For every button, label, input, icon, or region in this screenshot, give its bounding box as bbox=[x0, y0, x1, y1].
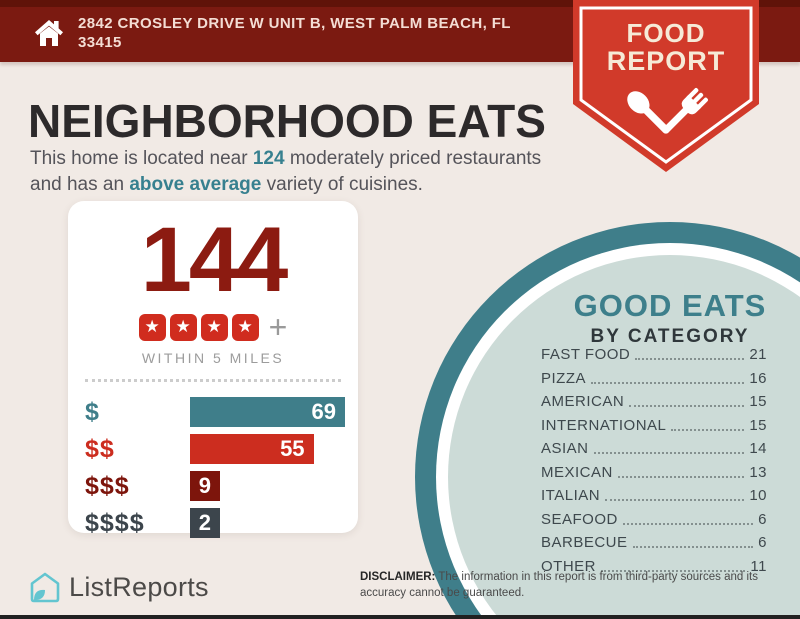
category-row-italian: ITALIAN 10 bbox=[541, 487, 767, 504]
page-title: NEIGHBORHOOD EATS bbox=[28, 95, 546, 147]
summary-part3: variety of cuisines. bbox=[261, 174, 423, 196]
disclaimer-body: The information in this report is from t… bbox=[360, 571, 758, 600]
bar-label: $ bbox=[85, 397, 100, 426]
category-value: 6 bbox=[758, 510, 767, 528]
category-label: FAST FOOD bbox=[541, 346, 631, 363]
category-value: 14 bbox=[749, 440, 767, 457]
restaurant-count-highlight: 124 bbox=[252, 148, 285, 169]
category-label: SEAFOOD bbox=[541, 510, 618, 528]
food-report-badge: FOOD REPORT bbox=[573, 0, 759, 179]
bar-label: $$ bbox=[85, 434, 115, 463]
bar-price4: 2 bbox=[190, 508, 220, 538]
listreports-house-icon bbox=[30, 572, 60, 603]
category-value: 11 bbox=[750, 557, 767, 575]
property-address: 2842 CROSLEY DRIVE W UNIT B, WEST PALM B… bbox=[78, 15, 511, 52]
category-label: BARBECUE bbox=[541, 534, 628, 551]
radius-caption: WITHIN 5 MILES bbox=[141, 350, 285, 366]
summary-part1: This home is located near bbox=[30, 148, 253, 169]
bar-label: $$$$ bbox=[85, 508, 145, 537]
variety-highlight: above average bbox=[129, 174, 262, 196]
star-icon: ★ bbox=[200, 313, 228, 341]
category-row-asian: ASIAN 14 bbox=[541, 440, 767, 457]
bar-price1: 69 bbox=[190, 397, 345, 427]
plus-sign: + bbox=[268, 309, 288, 345]
dotted-leader bbox=[593, 452, 745, 454]
summary-part2: moderately priced restaurants and has an bbox=[30, 148, 542, 196]
category-label: PIZZA bbox=[541, 369, 587, 387]
category-label: ITALIAN bbox=[541, 487, 601, 504]
dotted-leader bbox=[635, 358, 745, 360]
category-label: INTERNATIONAL bbox=[541, 416, 667, 434]
category-row-pizza: PIZZA 16 bbox=[541, 370, 767, 387]
summary-text: This home is located near 124 moderately… bbox=[30, 146, 578, 198]
star-icon: ★ bbox=[138, 313, 166, 341]
star-rating: ★ ★ ★ ★ + bbox=[68, 311, 358, 343]
dotted-leader bbox=[605, 499, 745, 501]
good-eats-heading: GOOD EATS BY CATEGORY bbox=[448, 288, 800, 348]
restaurant-stats-card: 144 ★ ★ ★ ★ + WITHIN 5 MILES $ 69 $$ 55 $$$… bbox=[68, 201, 358, 538]
category-label: OTHER bbox=[541, 557, 596, 575]
category-row-barbecue: BARBECUE 6 bbox=[541, 534, 767, 551]
badge-line1: FOOD bbox=[626, 18, 706, 48]
bar-price2: 55 bbox=[190, 434, 314, 464]
category-row-american: AMERICAN 15 bbox=[541, 393, 767, 410]
category-value: 6 bbox=[758, 534, 767, 551]
price-tier-bar-chart: $ 69 $$ 55 $$$ 9 $$$$ 2 bbox=[85, 397, 358, 538]
category-value: 21 bbox=[749, 346, 767, 363]
dotted-leader bbox=[671, 428, 745, 431]
category-row-other: OTHER 11 bbox=[541, 558, 767, 575]
bottom-edge-bar bbox=[0, 615, 800, 619]
category-value: 15 bbox=[749, 416, 767, 434]
category-row-international: INTERNATIONAL 15 bbox=[541, 417, 767, 434]
category-label: AMERICAN bbox=[541, 393, 625, 410]
badge-line2: REPORT bbox=[606, 46, 726, 76]
listreports-logo: ListReports bbox=[29, 571, 209, 604]
category-value: 16 bbox=[749, 369, 767, 387]
dotted-divider bbox=[85, 379, 341, 382]
good-eats-title: GOOD EATS bbox=[573, 288, 767, 323]
category-value: 13 bbox=[749, 463, 767, 481]
listreports-logo-text: ListReports bbox=[69, 572, 209, 602]
disclaimer-label: DISCLAIMER: bbox=[360, 571, 436, 583]
bar-price3: 9 bbox=[190, 471, 220, 501]
dotted-leader bbox=[617, 475, 745, 478]
bar-row-price3: $$$ 9 bbox=[85, 471, 358, 501]
bar-row-price4: $$$$ 2 bbox=[85, 508, 358, 538]
star-icons: ★ ★ ★ ★ bbox=[138, 313, 259, 341]
category-value: 15 bbox=[749, 393, 767, 410]
dotted-leader bbox=[591, 381, 745, 384]
bar-row-price2: $$ 55 bbox=[85, 434, 358, 464]
category-row-mexican: MEXICAN 13 bbox=[541, 464, 767, 481]
category-label: MEXICAN bbox=[541, 463, 613, 481]
home-icon bbox=[35, 20, 63, 46]
category-row-fast-food: FAST FOOD 21 bbox=[541, 346, 767, 363]
restaurant-count: 144 bbox=[140, 209, 289, 311]
dotted-leader bbox=[632, 546, 754, 548]
category-value: 10 bbox=[749, 487, 767, 504]
dotted-leader bbox=[622, 522, 754, 525]
utensils-icon bbox=[627, 88, 708, 134]
disclaimer-text: DISCLAIMER: The information in this repo… bbox=[360, 569, 785, 602]
dotted-leader bbox=[601, 569, 746, 572]
star-icon: ★ bbox=[231, 313, 259, 341]
star-icon: ★ bbox=[169, 313, 197, 341]
bar-row-price1: $ 69 bbox=[85, 397, 358, 427]
category-label: ASIAN bbox=[541, 440, 589, 457]
good-eats-subtitle: BY CATEGORY bbox=[590, 326, 750, 347]
dotted-leader bbox=[629, 405, 745, 407]
category-list: FAST FOOD 21 PIZZA 16 AMERICAN 15 INTERNATI… bbox=[541, 346, 767, 581]
bar-label: $$$ bbox=[85, 471, 130, 500]
category-row-seafood: SEAFOOD 6 bbox=[541, 511, 767, 528]
